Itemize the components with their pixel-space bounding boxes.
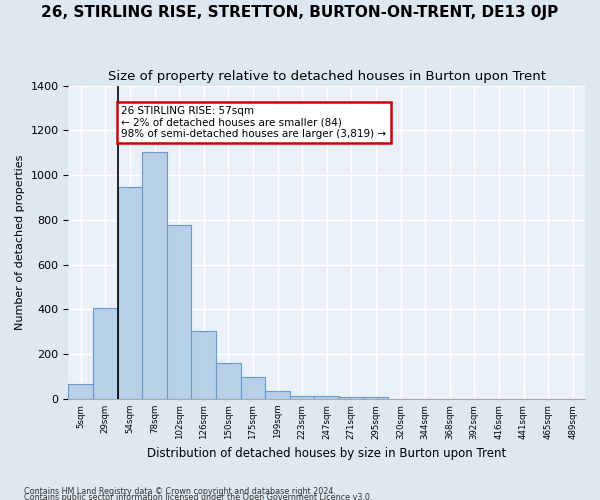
Text: 26, STIRLING RISE, STRETTON, BURTON-ON-TRENT, DE13 0JP: 26, STIRLING RISE, STRETTON, BURTON-ON-T… — [41, 5, 559, 20]
Bar — [118, 188, 142, 399]
X-axis label: Distribution of detached houses by size in Burton upon Trent: Distribution of detached houses by size … — [147, 447, 506, 460]
Bar — [241, 376, 265, 399]
Text: 26 STIRLING RISE: 57sqm
← 2% of detached houses are smaller (84)
98% of semi-det: 26 STIRLING RISE: 57sqm ← 2% of detached… — [121, 106, 386, 139]
Title: Size of property relative to detached houses in Burton upon Trent: Size of property relative to detached ho… — [108, 70, 546, 83]
Bar — [167, 226, 191, 399]
Bar — [265, 391, 290, 399]
Bar — [191, 330, 216, 399]
Bar — [290, 396, 314, 399]
Y-axis label: Number of detached properties: Number of detached properties — [15, 154, 25, 330]
Bar — [93, 308, 118, 399]
Bar — [68, 384, 93, 399]
Text: Contains public sector information licensed under the Open Government Licence v3: Contains public sector information licen… — [24, 492, 373, 500]
Bar — [142, 152, 167, 399]
Bar — [216, 363, 241, 399]
Text: Contains HM Land Registry data © Crown copyright and database right 2024.: Contains HM Land Registry data © Crown c… — [24, 486, 336, 496]
Bar — [339, 396, 364, 399]
Bar — [364, 396, 388, 399]
Bar — [314, 396, 339, 399]
